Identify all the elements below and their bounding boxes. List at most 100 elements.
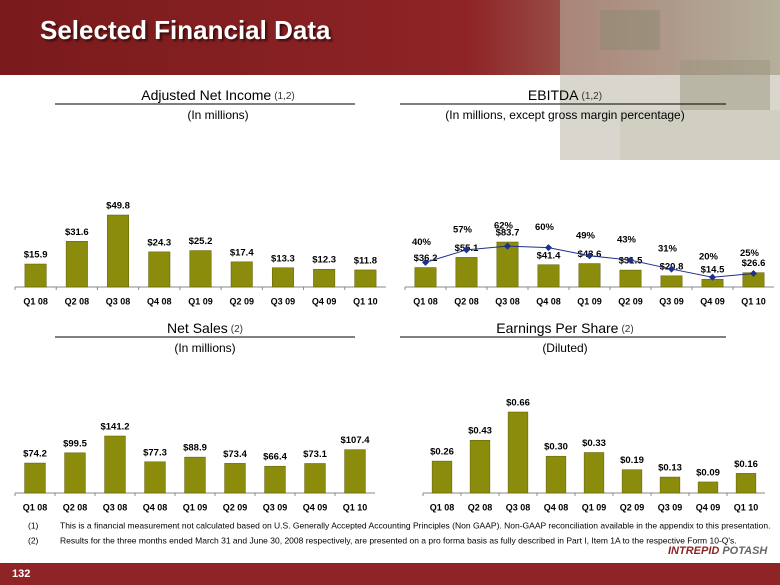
x-tick-label: Q3 08	[506, 502, 531, 512]
data-label: $14.5	[701, 265, 725, 276]
data-label: $13.3	[271, 253, 295, 264]
bar	[455, 257, 478, 288]
bar	[354, 269, 377, 288]
x-tick-label: Q4 09	[303, 502, 328, 512]
margin-label: 62%	[494, 221, 514, 232]
bar	[583, 452, 605, 494]
bar	[619, 269, 642, 288]
bar	[230, 261, 253, 288]
x-tick-label: Q1 09	[183, 502, 208, 512]
data-label: $77.3	[143, 447, 167, 458]
margin-point	[667, 265, 676, 273]
footnote: Results for the three months ended March…	[60, 535, 737, 545]
margin-label: 60%	[535, 222, 555, 233]
data-label: $0.30	[544, 442, 568, 453]
x-tick-label: Q3 09	[271, 296, 296, 306]
data-label: $141.2	[100, 422, 129, 433]
data-label: $0.26	[430, 447, 454, 458]
bar	[184, 456, 206, 494]
photo-detail	[620, 110, 780, 160]
page-number: 132	[12, 568, 30, 580]
x-tick-label: Q2 09	[618, 296, 643, 306]
data-label: $25.2	[189, 236, 213, 247]
x-tick-label: Q2 09	[620, 502, 645, 512]
bar	[431, 460, 453, 494]
margin-label: 25%	[740, 248, 760, 259]
footnote-marker: (1)	[28, 520, 39, 530]
x-tick-label: Q4 09	[700, 296, 725, 306]
bar	[545, 455, 567, 494]
data-label: $24.3	[147, 237, 171, 248]
x-tick-label: Q1 10	[353, 296, 378, 306]
header-gap	[0, 75, 560, 85]
margin-label: 31%	[658, 244, 678, 255]
margin-label: 43%	[617, 235, 637, 246]
x-tick-label: Q1 08	[23, 296, 48, 306]
x-tick-label: Q1 10	[343, 502, 368, 512]
bar	[271, 267, 294, 288]
bar	[104, 435, 126, 494]
bar	[24, 263, 47, 288]
chart-title-text: EBITDA	[528, 87, 579, 103]
x-tick-label: Q2 08	[63, 502, 88, 512]
slide-title: Selected Financial Data	[40, 15, 331, 45]
data-label: $0.43	[468, 426, 492, 437]
bar	[621, 469, 643, 494]
chart-title: Earnings Per Share (2)	[496, 320, 633, 336]
photo-detail	[680, 60, 770, 110]
x-tick-label: Q2 09	[223, 502, 248, 512]
footer-band	[0, 563, 780, 585]
x-tick-label: Q1 10	[734, 502, 759, 512]
bar	[469, 439, 491, 494]
bar	[148, 251, 171, 288]
x-tick-label: Q2 08	[454, 296, 479, 306]
x-tick-label: Q2 08	[468, 502, 493, 512]
data-label: $88.9	[183, 443, 207, 454]
chart-subtitle: (Diluted)	[542, 341, 587, 355]
bar	[264, 465, 286, 494]
bar	[659, 476, 681, 494]
x-tick-label: Q1 09	[582, 502, 607, 512]
data-label: $41.4	[537, 250, 561, 261]
bar	[578, 263, 601, 288]
bar	[189, 250, 212, 288]
bar	[496, 241, 519, 288]
bar	[224, 463, 246, 494]
data-label: $0.66	[506, 398, 530, 409]
x-tick-label: Q4 08	[544, 502, 569, 512]
bar	[313, 268, 336, 288]
bar	[537, 264, 560, 288]
x-tick-label: Q1 09	[188, 296, 213, 306]
x-tick-label: Q3 09	[659, 296, 684, 306]
footnote-marker: (2)	[28, 535, 39, 545]
margin-point	[503, 242, 512, 250]
x-tick-label: Q1 08	[430, 502, 455, 512]
bar	[697, 481, 719, 494]
bar	[735, 473, 757, 494]
data-label: $26.6	[742, 258, 766, 269]
logo-word: INTREPID	[668, 545, 719, 557]
margin-label: 57%	[453, 224, 473, 235]
logo-word: POTASH	[722, 545, 768, 557]
x-tick-label: Q3 09	[263, 502, 288, 512]
bar	[65, 241, 88, 288]
x-tick-label: Q4 08	[147, 296, 172, 306]
data-label: $107.4	[340, 435, 370, 446]
footnote: This is a financial measurement not calc…	[60, 520, 770, 530]
data-label: $0.09	[696, 467, 720, 478]
x-tick-label: Q1 08	[23, 502, 48, 512]
chart-subtitle: (In millions, except gross margin percen…	[445, 108, 684, 122]
bar	[64, 452, 86, 494]
x-tick-label: Q1 10	[741, 296, 766, 306]
x-tick-label: Q2 09	[229, 296, 254, 306]
data-label: $73.4	[223, 449, 247, 460]
photo-detail	[600, 10, 660, 50]
x-tick-label: Q2 08	[65, 296, 90, 306]
logo: INTREPID POTASH	[668, 545, 768, 557]
data-label: $31.6	[65, 227, 89, 238]
chart-title: Net Sales (2)	[167, 320, 243, 336]
x-tick-label: Q1 09	[577, 296, 602, 306]
chart-title-text: Net Sales	[167, 320, 228, 336]
data-label: $17.4	[230, 247, 254, 258]
